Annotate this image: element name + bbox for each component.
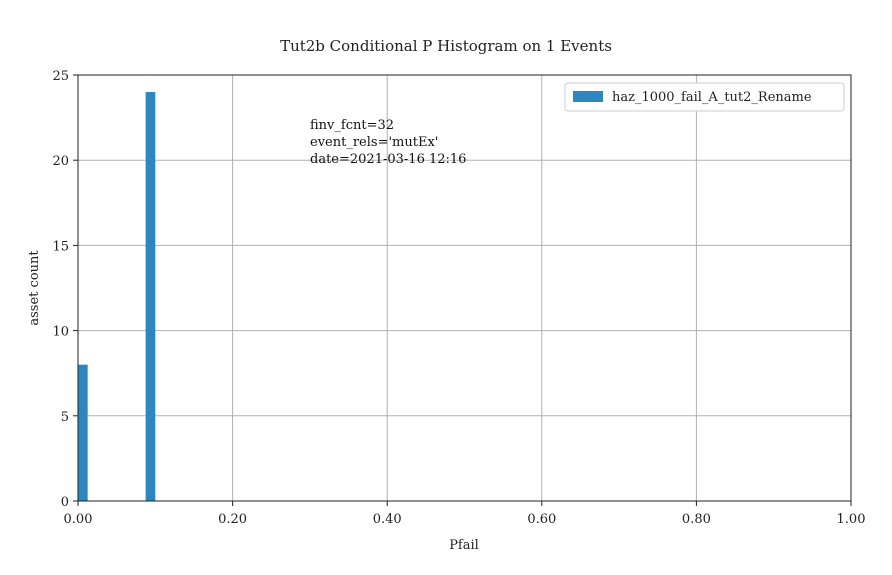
histogram-bar bbox=[145, 92, 156, 501]
y-axis-label: asset count bbox=[27, 250, 42, 326]
y-tick-label: 10 bbox=[52, 325, 69, 340]
x-tick-label: 0.80 bbox=[682, 512, 711, 527]
plot-frame bbox=[77, 74, 852, 502]
bars bbox=[78, 92, 156, 501]
y-tick-label: 5 bbox=[61, 410, 69, 425]
annotation-line: event_rels='mutEx' bbox=[310, 135, 438, 150]
annotation: finv_fcnt=32 event_rels='mutEx' date=202… bbox=[310, 118, 466, 167]
x-tick-label: 0.40 bbox=[373, 512, 402, 527]
legend: haz_1000_fail_A_tut2_Rename bbox=[564, 82, 845, 112]
y-axis-ticks: 0 5 10 15 20 25 bbox=[52, 69, 78, 510]
legend-label: haz_1000_fail_A_tut2_Rename bbox=[612, 90, 812, 105]
x-tick-label: 0.00 bbox=[64, 512, 93, 527]
y-tick-label: 15 bbox=[52, 239, 69, 254]
x-tick-label: 0.20 bbox=[218, 512, 247, 527]
histogram-bar bbox=[78, 364, 88, 501]
x-tick-label: 0.60 bbox=[527, 512, 556, 527]
annotation-line: date=2021-03-16 12:16 bbox=[310, 152, 466, 167]
y-tick-label: 20 bbox=[52, 154, 69, 169]
legend-box bbox=[564, 82, 845, 112]
legend-swatch bbox=[573, 91, 603, 102]
x-tick-label: 1.00 bbox=[837, 512, 866, 527]
x-axis-ticks: 0.00 0.20 0.40 0.60 0.80 1.00 bbox=[64, 501, 866, 527]
y-tick-label: 25 bbox=[52, 69, 69, 84]
grid-lines bbox=[77, 74, 852, 502]
chart-title: Tut2b Conditional P Histogram on 1 Event… bbox=[280, 37, 612, 55]
annotation-line: finv_fcnt=32 bbox=[310, 118, 394, 133]
y-tick-label: 0 bbox=[61, 495, 69, 510]
x-axis-label: Pfail bbox=[449, 538, 479, 553]
